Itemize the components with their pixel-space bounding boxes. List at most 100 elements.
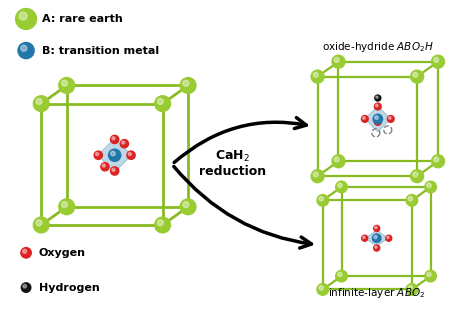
- Polygon shape: [365, 230, 388, 246]
- Circle shape: [362, 116, 368, 122]
- Circle shape: [62, 80, 67, 86]
- Circle shape: [157, 99, 164, 104]
- Circle shape: [375, 120, 378, 122]
- Circle shape: [375, 95, 381, 101]
- Circle shape: [157, 220, 164, 226]
- Text: infinite-layer $\it{ABO}$$_2$: infinite-layer $\it{ABO}$$_2$: [328, 286, 425, 300]
- Circle shape: [183, 80, 189, 86]
- Text: reduction: reduction: [199, 165, 266, 179]
- Circle shape: [319, 197, 323, 201]
- Circle shape: [374, 225, 380, 231]
- Circle shape: [363, 117, 365, 119]
- Circle shape: [183, 202, 189, 208]
- Circle shape: [336, 270, 347, 282]
- Circle shape: [376, 96, 378, 98]
- Circle shape: [313, 72, 318, 77]
- Circle shape: [23, 284, 27, 288]
- Circle shape: [110, 167, 119, 175]
- Circle shape: [180, 199, 196, 215]
- Circle shape: [413, 72, 418, 77]
- Circle shape: [406, 284, 418, 295]
- Circle shape: [96, 153, 99, 156]
- Text: oxide-hydride $\it{ABO}$$_2$$\it{H}$: oxide-hydride $\it{ABO}$$_2$$\it{H}$: [322, 40, 434, 54]
- Circle shape: [406, 195, 418, 206]
- Circle shape: [319, 286, 323, 290]
- Circle shape: [408, 197, 412, 201]
- Circle shape: [387, 236, 389, 239]
- Circle shape: [120, 140, 128, 148]
- Circle shape: [36, 220, 42, 226]
- Circle shape: [375, 227, 377, 229]
- Circle shape: [336, 181, 347, 193]
- Circle shape: [155, 217, 171, 233]
- Circle shape: [128, 153, 131, 156]
- Circle shape: [36, 99, 42, 104]
- Circle shape: [375, 246, 377, 248]
- Circle shape: [59, 77, 74, 93]
- Circle shape: [59, 199, 74, 215]
- Circle shape: [374, 235, 377, 239]
- Circle shape: [334, 157, 339, 162]
- Circle shape: [19, 12, 27, 20]
- Circle shape: [431, 55, 445, 68]
- Circle shape: [434, 157, 438, 162]
- Circle shape: [373, 234, 381, 242]
- Circle shape: [374, 116, 378, 119]
- Circle shape: [337, 183, 342, 188]
- Circle shape: [102, 164, 105, 167]
- Circle shape: [334, 58, 339, 62]
- Circle shape: [110, 135, 119, 143]
- Circle shape: [110, 151, 115, 156]
- Text: Oxygen: Oxygen: [39, 248, 86, 258]
- Circle shape: [23, 249, 27, 253]
- Circle shape: [374, 245, 380, 251]
- Circle shape: [431, 155, 445, 168]
- Circle shape: [374, 118, 381, 125]
- Circle shape: [317, 284, 328, 295]
- Circle shape: [363, 236, 365, 239]
- Text: A: rare earth: A: rare earth: [42, 14, 122, 24]
- Polygon shape: [98, 138, 132, 172]
- Text: Hydrogen: Hydrogen: [39, 283, 100, 293]
- Circle shape: [18, 43, 34, 59]
- Circle shape: [112, 137, 115, 140]
- Circle shape: [33, 96, 49, 112]
- Circle shape: [112, 168, 115, 171]
- Circle shape: [311, 70, 324, 83]
- Circle shape: [332, 55, 345, 68]
- Circle shape: [155, 96, 171, 112]
- Circle shape: [122, 141, 125, 144]
- Text: B: transition metal: B: transition metal: [42, 46, 159, 56]
- Circle shape: [21, 283, 31, 292]
- Circle shape: [313, 172, 318, 177]
- Circle shape: [101, 163, 109, 171]
- Circle shape: [434, 58, 438, 62]
- Circle shape: [16, 9, 36, 29]
- Circle shape: [62, 202, 67, 208]
- Circle shape: [374, 103, 381, 110]
- Circle shape: [413, 172, 418, 177]
- Circle shape: [373, 114, 383, 124]
- Circle shape: [362, 235, 368, 241]
- Circle shape: [21, 248, 31, 258]
- Circle shape: [109, 149, 121, 161]
- Circle shape: [427, 183, 431, 188]
- Circle shape: [127, 151, 135, 159]
- Circle shape: [332, 155, 345, 168]
- Circle shape: [408, 286, 412, 290]
- Circle shape: [425, 181, 437, 193]
- Circle shape: [317, 195, 328, 206]
- Circle shape: [389, 117, 391, 119]
- Circle shape: [375, 104, 378, 107]
- Circle shape: [33, 217, 49, 233]
- Circle shape: [94, 151, 102, 159]
- Circle shape: [180, 77, 196, 93]
- Circle shape: [410, 170, 424, 183]
- Text: CaH$_2$: CaH$_2$: [215, 149, 250, 164]
- Circle shape: [337, 272, 342, 277]
- Circle shape: [21, 45, 27, 52]
- Polygon shape: [365, 106, 391, 132]
- Circle shape: [425, 270, 437, 282]
- Circle shape: [427, 272, 431, 277]
- Circle shape: [386, 235, 392, 241]
